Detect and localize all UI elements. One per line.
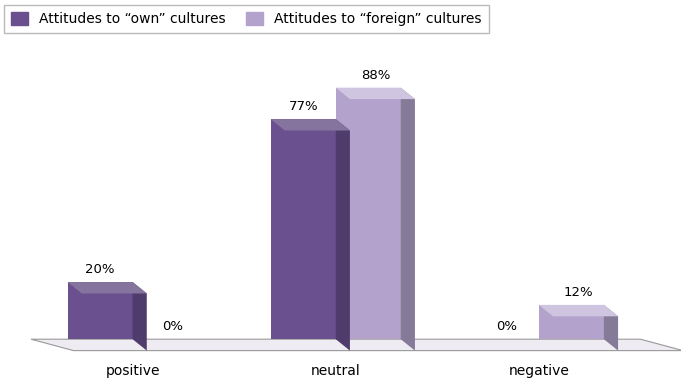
Polygon shape <box>539 305 618 316</box>
Polygon shape <box>336 119 350 351</box>
Text: 0%: 0% <box>496 320 517 333</box>
Text: 0%: 0% <box>162 320 183 333</box>
Polygon shape <box>539 305 604 339</box>
Legend: Attitudes to “own” cultures, Attitudes to “foreign” cultures: Attitudes to “own” cultures, Attitudes t… <box>4 5 488 33</box>
Polygon shape <box>133 282 147 351</box>
Polygon shape <box>604 305 618 351</box>
Text: 77%: 77% <box>288 100 318 114</box>
Text: 12%: 12% <box>563 286 593 299</box>
Polygon shape <box>336 88 400 339</box>
Polygon shape <box>67 282 133 339</box>
Polygon shape <box>400 88 415 351</box>
Text: 20%: 20% <box>85 263 115 276</box>
Polygon shape <box>270 119 350 131</box>
Polygon shape <box>270 119 336 339</box>
Text: 88%: 88% <box>361 69 390 82</box>
Polygon shape <box>31 339 683 351</box>
Polygon shape <box>67 282 147 293</box>
Polygon shape <box>336 88 415 99</box>
